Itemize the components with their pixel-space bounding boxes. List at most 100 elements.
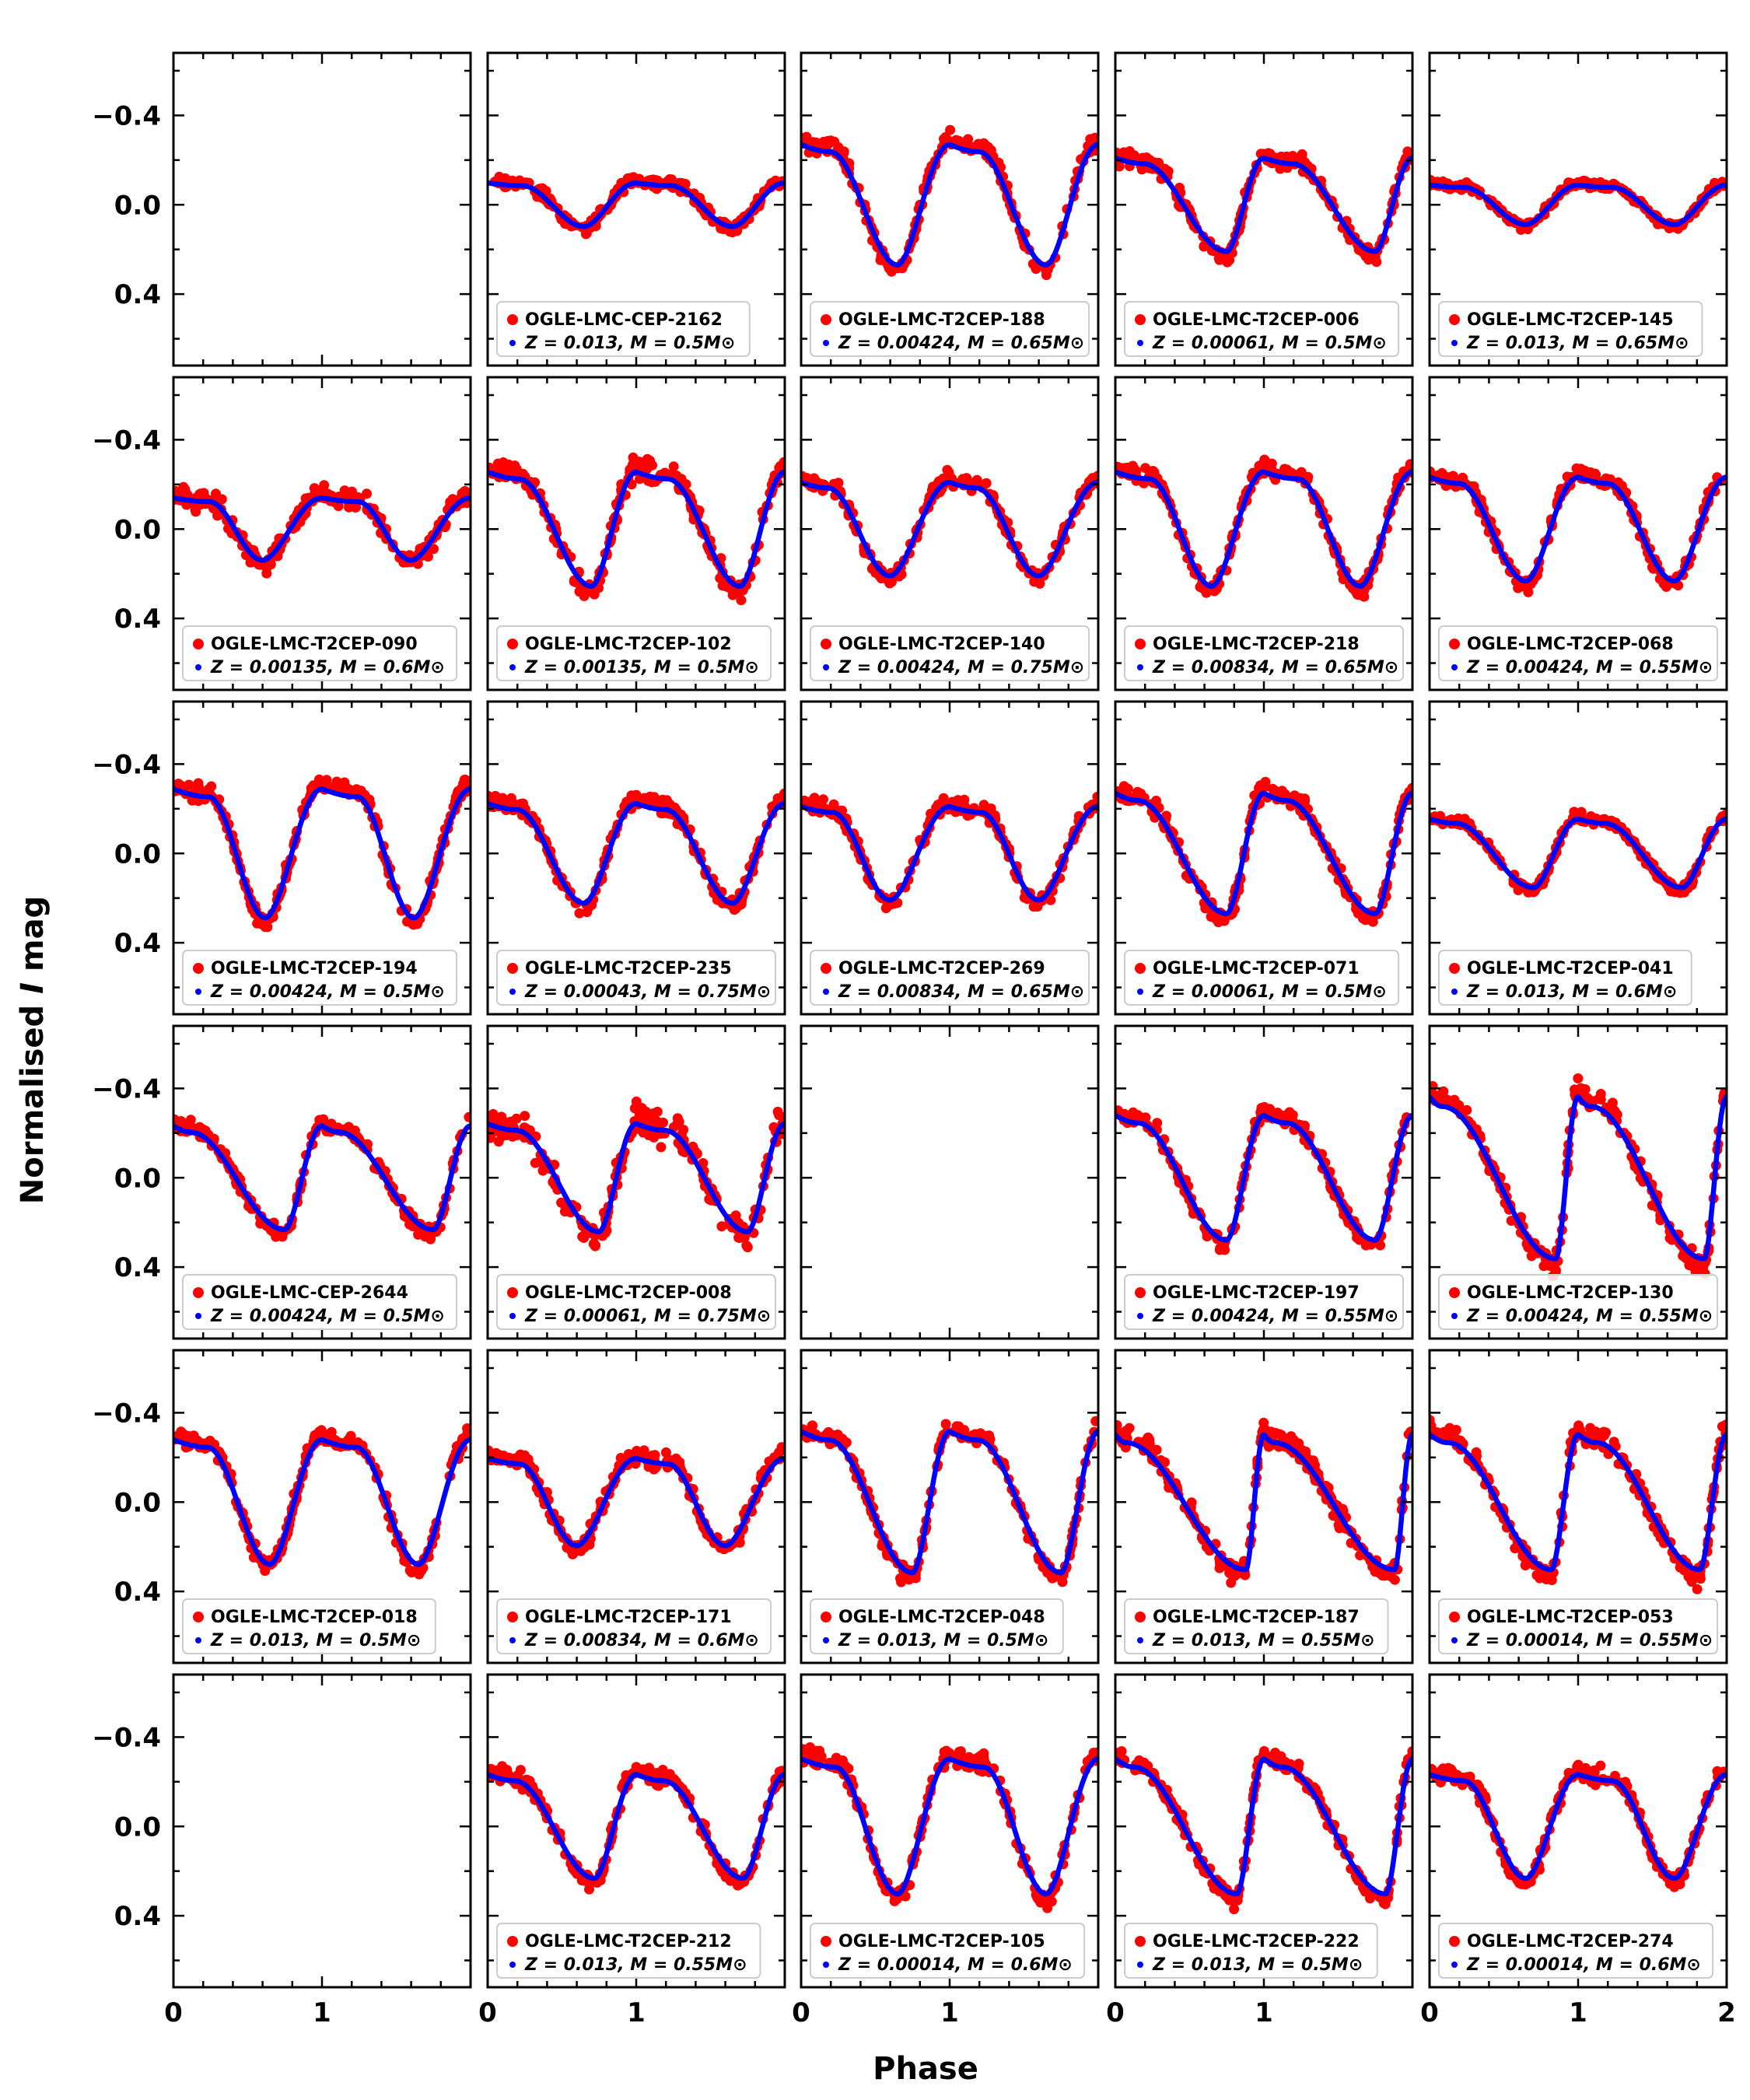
legend: OGLE-LMC-T2CEP-235 Z = 0.00043, M = 0.75M… [496,950,776,1006]
observed-point [1297,149,1307,159]
x-axis-title: Phase [873,2051,978,2087]
observed-point [626,790,637,801]
observed-point [1447,471,1458,481]
legend-model-label: Z = 0.00061, M = 0.5M⊙ [1152,334,1387,353]
observed-point [520,1111,530,1122]
light-curve-panel: OGLE-LMC-T2CEP-008 Z = 0.00061, M = 0.75M… [486,1024,786,1340]
legend-box [810,301,1090,357]
observed-point [775,460,785,471]
observed-point [944,471,955,481]
observed-point [647,460,657,471]
y-axis-title-part2: mag [15,896,51,982]
observed-point [245,557,256,568]
legend: OGLE-LMC-T2CEP-008 Z = 0.00061, M = 0.75M… [496,1274,776,1330]
observed-point [884,263,894,274]
legend-box [182,625,458,681]
legend: OGLE-LMC-CEP-2162 Z = 0.013, M = 0.5M⊙ [496,301,751,357]
legend-model-marker [1137,989,1143,995]
light-curve-panel: OGLE-LMC-T2CEP-102 Z = 0.00135, M = 0.5M⊙ [486,376,786,691]
model-curve [1115,469,1412,589]
observed-point [580,229,591,240]
legend-star-label: OGLE-LMC-T2CEP-218 [1153,635,1360,654]
model-curve [1115,155,1412,254]
observed-point [1523,586,1534,597]
observed-points [488,788,785,919]
observed-point [736,595,747,606]
light-curve-panel: OGLE-LMC-CEP-2162 Z = 0.013, M = 0.5M⊙ [486,51,786,367]
y-tick-label: 0.4 [114,604,161,635]
legend-model-marker [195,1313,201,1319]
observed-point [178,481,189,492]
legend-star-label: OGLE-LMC-T2CEP-102 [525,635,732,654]
y-tick-label: −0.4 [92,425,161,456]
observed-points [173,480,471,579]
observed-point [981,478,992,488]
light-curve-panel: −0.4 0.0 0.4 OGLE-LMC-T2CEP-194 Z = 0.00424,… [92,700,472,1016]
legend: OGLE-LMC-T2CEP-006 Z = 0.00061, M = 0.5M⊙ [1124,301,1400,357]
legend: OGLE-LMC-T2CEP-145 Z = 0.013, M = 0.65M⊙ [1438,301,1703,357]
legend-star-label: OGLE-LMC-T2CEP-194 [211,959,418,978]
light-curve-panel [800,1024,1100,1340]
legend-box [1438,625,1718,681]
observed-point [1132,788,1143,799]
legend-box [182,950,458,1006]
model-curve [1115,1112,1412,1243]
legend: OGLE-LMC-T2CEP-068 Z = 0.00424, M = 0.55M… [1438,625,1718,681]
legend-model-label: Z = 0.00424, M = 0.75M⊙ [838,658,1084,677]
observed-point [1353,908,1363,919]
legend-star-label: OGLE-LMC-T2CEP-145 [1467,310,1674,330]
observed-point [362,488,372,499]
model-curve [488,469,785,589]
model-curve [1430,474,1727,584]
y-axis-title-part1: Normalised [15,994,51,1204]
legend-box [810,950,1090,1006]
legend-model-marker [823,340,829,346]
model-curve [801,803,1098,903]
y-axis-title: Normalised I mag [15,896,51,1204]
legend-model-marker [509,989,516,995]
legend-model-label: Z = 0.00424, M = 0.5M⊙ [210,982,445,1002]
observed-point [978,800,989,810]
model-curve [801,479,1098,579]
observed-points [173,1111,471,1244]
legend: OGLE-LMC-T2CEP-090 Z = 0.00135, M = 0.6M⊙ [182,625,458,681]
light-curve-panel: OGLE-LMC-T2CEP-235 Z = 0.00043, M = 0.75M… [486,700,786,1016]
legend-model-marker [1451,664,1458,670]
observed-point [447,494,458,505]
legend-model-label: Z = 0.00135, M = 0.6M⊙ [210,658,445,677]
legend-star-label: OGLE-LMC-T2CEP-008 [525,1283,732,1303]
legend-model-label: Z = 0.00424, M = 0.65M⊙ [838,334,1084,353]
legend-star-label: OGLE-LMC-T2CEP-006 [1153,310,1360,330]
ticks [1428,377,1728,690]
observed-point [940,131,951,142]
observed-point [1458,472,1468,483]
y-tick-label: 0.0 [114,1163,161,1194]
observed-point [429,544,439,555]
legend: OGLE-LMC-T2CEP-071 Z = 0.00061, M = 0.5M⊙ [1124,950,1400,1006]
observed-point [192,782,203,793]
legend-star-label: OGLE-LMC-T2CEP-068 [1467,635,1674,654]
observed-point [721,581,732,592]
light-curve-panel: OGLE-LMC-T2CEP-145 Z = 0.013, M = 0.65M⊙ [1428,51,1728,367]
light-curve-panel: OGLE-LMC-T2CEP-218 Z = 0.00834, M = 0.65M… [1114,376,1414,691]
legend-observed-marker [507,963,518,974]
legend-star-label: OGLE-LMC-CEP-2162 [525,310,723,330]
model-curve [173,786,471,921]
legend-model-label: Z = 0.00834, M = 0.65M⊙ [1152,658,1398,677]
observed-point [1284,1107,1295,1118]
y-tick-label: 0.4 [114,1252,161,1283]
legend-observed-marker [1449,314,1460,325]
light-curve-panel: OGLE-LMC-T2CEP-068 Z = 0.00424, M = 0.55M… [1428,376,1728,691]
model-curve [488,180,785,229]
legend: OGLE-LMC-T2CEP-197 Z = 0.00424, M = 0.55M… [1124,1274,1404,1330]
y-tick-label: −0.4 [92,1073,161,1104]
legend-model-label: Z = 0.013, M = 0.65M⊙ [1466,334,1689,353]
y-tick-label: 0.0 [114,838,161,870]
observed-point [508,799,519,809]
observed-point [333,501,344,512]
legend-model-marker [509,1313,516,1319]
ticks [172,702,472,1014]
observed-point [350,502,361,513]
